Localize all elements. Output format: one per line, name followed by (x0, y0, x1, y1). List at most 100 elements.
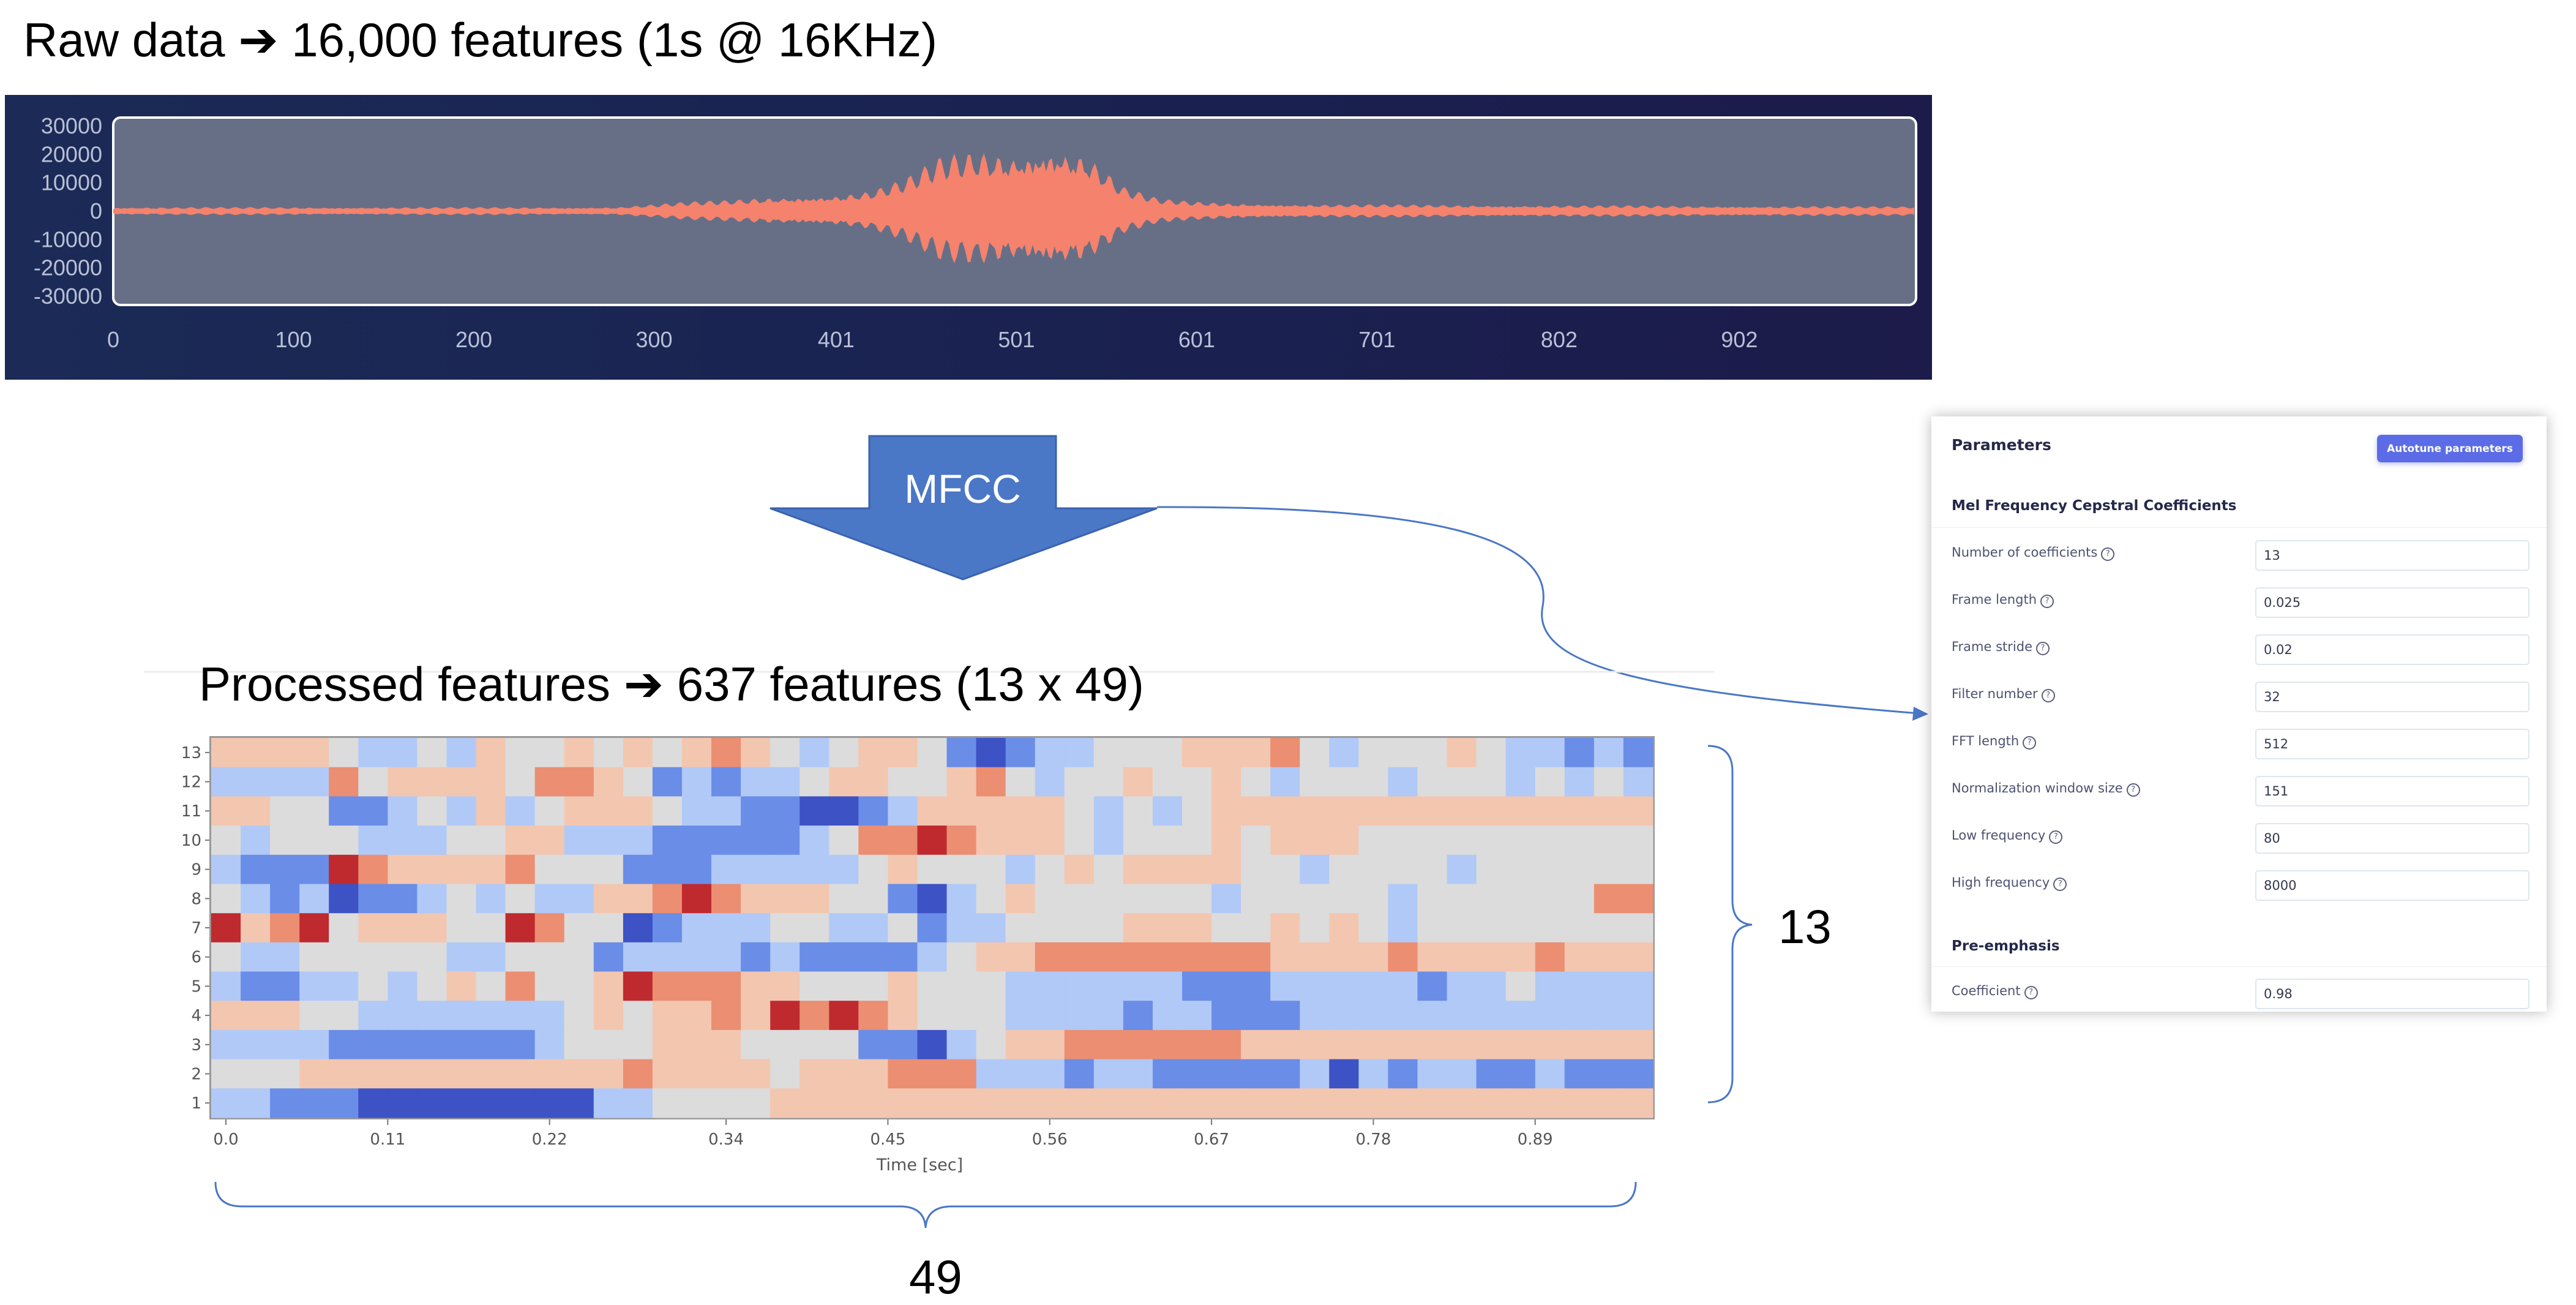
heatmap-cell (1270, 767, 1300, 797)
help-icon[interactable]: ? (2101, 547, 2115, 561)
heatmap-cell (829, 1059, 859, 1089)
heatmap-cell (476, 1029, 506, 1060)
heatmap-cell (1035, 884, 1065, 914)
heatmap-cell (270, 971, 300, 1001)
heatmap-cell (505, 1029, 536, 1060)
help-icon[interactable]: ? (2023, 736, 2037, 750)
heatmap-cell (1388, 971, 1418, 1001)
heatmap-cell (476, 767, 506, 797)
heatmap-cell (299, 1001, 329, 1031)
heatmap-cell (1035, 1001, 1065, 1031)
x-tick-label: 902 (1721, 327, 1758, 352)
heatmap-cell (505, 825, 536, 856)
heatmap-cell (299, 971, 329, 1001)
heatmap-cell (858, 854, 888, 885)
heatmap-cell (358, 1088, 388, 1118)
heatmap-cell (1358, 1029, 1389, 1060)
heatmap-cell (1623, 1059, 1653, 1089)
heatmap-cell (1388, 1001, 1418, 1031)
heatmap-cell (1153, 825, 1183, 856)
parameter-row: Frame length? 0.025 (1952, 587, 2529, 618)
heatmap-cell (946, 1088, 977, 1118)
heatmap-cell (711, 913, 741, 943)
help-icon[interactable]: ? (2053, 878, 2067, 891)
heatmap-cell (534, 1029, 565, 1060)
y-tick-label: 4 (191, 1007, 201, 1025)
heatmap-cell (1064, 1088, 1095, 1118)
heatmap-cell (593, 854, 624, 885)
heatmap-cell (1593, 1059, 1624, 1089)
heatmap-cell (888, 884, 918, 914)
x-tick-label: 300 (635, 327, 672, 352)
heatmap-cell (976, 884, 1006, 914)
heatmap-cell (1535, 1059, 1565, 1089)
parameter-input[interactable]: 32 (2255, 682, 2529, 712)
heatmap-cell (329, 971, 359, 1001)
heatmap-cell (564, 1088, 594, 1118)
heatmap-cell (1064, 767, 1095, 797)
heatmap-cell (741, 767, 771, 797)
heatmap-cell (1476, 1001, 1507, 1031)
parameter-input[interactable]: 0.02 (2255, 634, 2529, 665)
heatmap-cell (1358, 884, 1389, 914)
parameter-input[interactable]: 151 (2255, 776, 2529, 807)
heatmap-cell (329, 767, 359, 797)
heatmap-cell (1211, 942, 1241, 972)
heatmap-cell (329, 1088, 359, 1118)
heatmap-cell (1417, 1001, 1448, 1031)
autotune-parameters-button[interactable]: Autotune parameters (2377, 435, 2523, 462)
heatmap-cell (770, 913, 800, 943)
help-icon[interactable]: ? (2041, 689, 2055, 702)
parameter-input[interactable]: 8000 (2255, 870, 2529, 901)
mfcc-arrow-icon (769, 435, 1158, 581)
heatmap-cell (1476, 854, 1507, 885)
heatmap-cell (623, 1029, 653, 1060)
heatmap-cell (534, 1001, 565, 1031)
heatmap-cell (534, 884, 565, 914)
help-icon[interactable]: ? (2040, 595, 2054, 608)
heatmap-cell (1241, 738, 1271, 768)
heatmap-cell (1388, 738, 1418, 768)
heatmap-cell (388, 1059, 418, 1089)
parameter-input[interactable]: 0.025 (2255, 587, 2529, 618)
parameter-label-text: Filter number (1952, 686, 2038, 701)
heatmap-cell (1358, 1059, 1389, 1089)
heatmap-cell (946, 884, 977, 914)
heatmap-cell (1447, 738, 1477, 768)
heatmap-cell (505, 913, 536, 943)
waveform-signal (113, 153, 1915, 264)
heatmap-cell (476, 854, 506, 885)
parameter-input[interactable]: 512 (2255, 729, 2529, 759)
heatmap-cell (770, 971, 800, 1001)
heatmap-cell (476, 738, 506, 768)
parameter-input[interactable]: 80 (2255, 823, 2529, 854)
heatmap-cell (1211, 1029, 1241, 1060)
heatmap-cell (1388, 825, 1418, 856)
heatmap-cell (1093, 767, 1124, 797)
heatmap-cell (299, 1059, 329, 1089)
heatmap-cell (1211, 738, 1241, 768)
heatmap-cell (593, 738, 624, 768)
parameter-input[interactable]: 13 (2255, 540, 2529, 571)
help-icon[interactable]: ? (2024, 986, 2038, 999)
heatmap-cell (799, 1088, 829, 1118)
parameter-input[interactable]: 0.98 (2255, 979, 2529, 1009)
help-icon[interactable]: ? (2036, 642, 2050, 655)
heatmap-cell (1329, 971, 1359, 1001)
y-tick-label: 1 (191, 1094, 201, 1113)
heatmap-cell (829, 854, 859, 885)
y-tick-label: 12 (181, 773, 201, 792)
heatmap-cell (1093, 1001, 1124, 1031)
heatmap-cell (1300, 884, 1330, 914)
heatmap-cell (211, 1059, 241, 1089)
help-icon[interactable]: ? (2049, 830, 2063, 844)
heatmap-cell (1093, 1059, 1124, 1089)
heatmap-cell (417, 796, 447, 826)
heatmap-cell (1388, 1029, 1418, 1060)
heatmap-cell (358, 913, 388, 943)
y-tick-label: 13 (181, 744, 201, 762)
heatmap-cell (358, 1059, 388, 1089)
help-icon[interactable]: ? (2126, 783, 2140, 797)
heatmap-cell (1300, 796, 1330, 826)
heatmap-cell (1300, 767, 1330, 797)
